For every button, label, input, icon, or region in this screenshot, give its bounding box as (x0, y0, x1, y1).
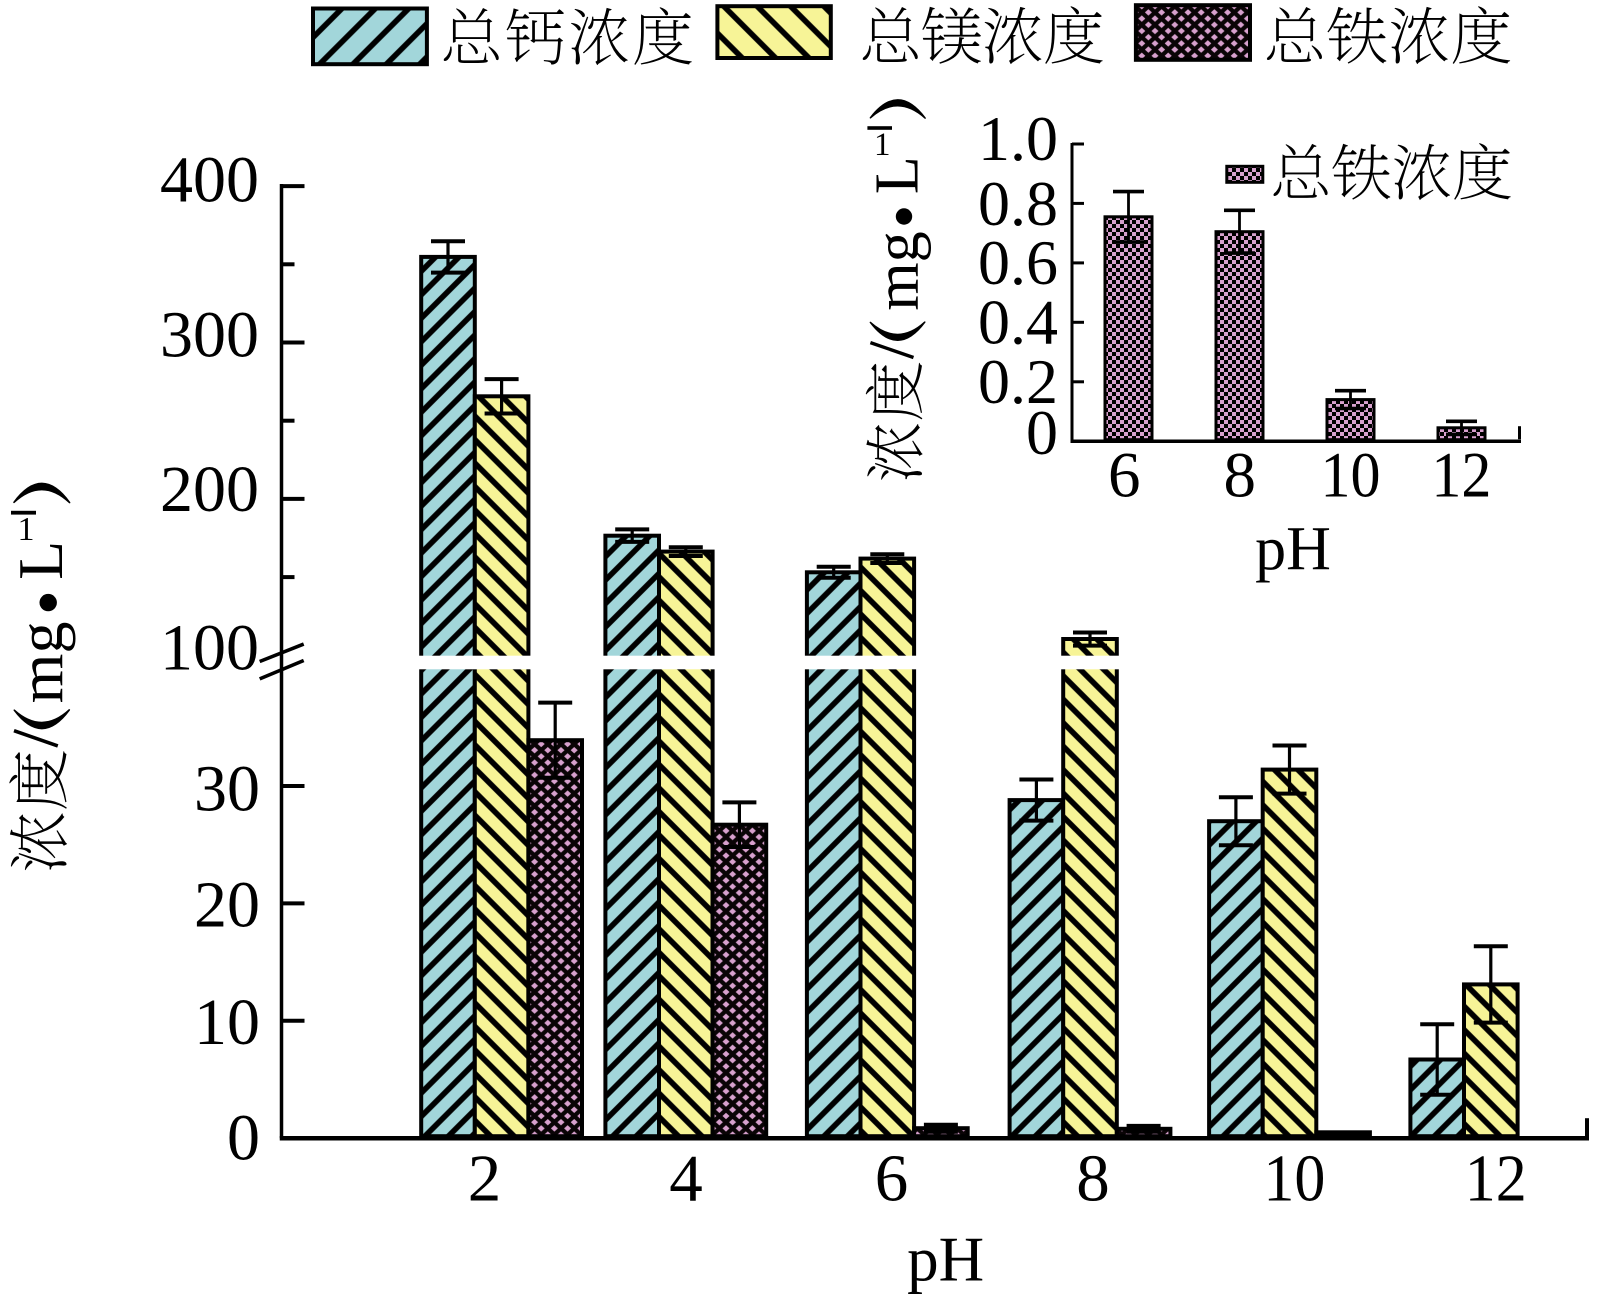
svg-text:2: 2 (468, 1142, 502, 1216)
svg-text:4: 4 (669, 1142, 703, 1216)
svg-text:0.2: 0.2 (978, 346, 1058, 417)
svg-text:0.6: 0.6 (978, 227, 1058, 298)
svg-text:10: 10 (1321, 440, 1381, 512)
svg-text:30: 30 (194, 753, 260, 826)
svg-text:mg: mg (5, 622, 76, 704)
svg-text:20: 20 (194, 868, 260, 941)
svg-text:mg: mg (864, 231, 932, 310)
svg-text:300: 300 (160, 299, 259, 372)
svg-text:200: 200 (160, 453, 259, 526)
svg-text:6: 6 (1108, 440, 1141, 512)
svg-text:0: 0 (1026, 397, 1058, 468)
svg-text:10: 10 (1263, 1142, 1325, 1216)
svg-text:pH: pH (1255, 515, 1331, 583)
svg-text:12: 12 (1431, 440, 1491, 512)
svg-text:8: 8 (1223, 440, 1256, 512)
svg-text:0: 0 (227, 1101, 260, 1174)
svg-text:1.0: 1.0 (978, 103, 1058, 174)
svg-text:0.8: 0.8 (978, 168, 1058, 239)
svg-text:12: 12 (1465, 1142, 1527, 1216)
svg-text:L: L (5, 541, 76, 580)
svg-text:pH: pH (907, 1224, 984, 1294)
svg-text:1: 1 (874, 127, 891, 163)
svg-text:L: L (864, 156, 932, 194)
svg-text:100: 100 (160, 612, 259, 685)
svg-text:1: 1 (18, 511, 35, 548)
svg-text:400: 400 (160, 144, 259, 217)
svg-text:10: 10 (194, 986, 260, 1059)
svg-text:0.4: 0.4 (978, 287, 1058, 358)
svg-text:8: 8 (1076, 1142, 1110, 1216)
svg-text:6: 6 (875, 1142, 909, 1216)
